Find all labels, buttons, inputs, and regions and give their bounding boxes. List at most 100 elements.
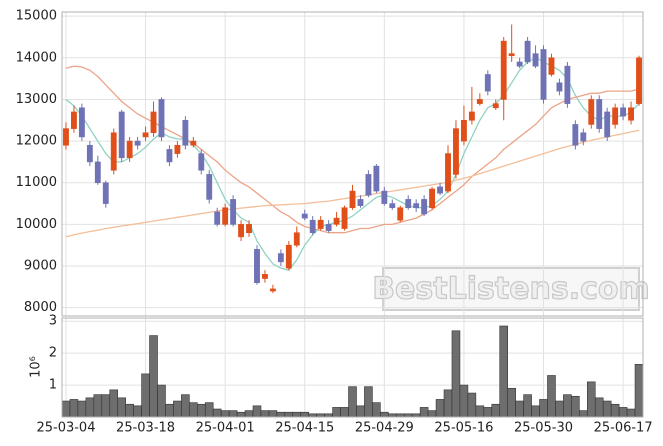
volume-bar xyxy=(157,384,166,418)
volume-bar xyxy=(101,394,111,418)
volume-bar xyxy=(300,411,310,418)
candle-body xyxy=(214,211,221,225)
volume-bar xyxy=(547,375,556,418)
candle-body xyxy=(341,207,348,229)
volume-bar xyxy=(523,394,532,418)
candle-body xyxy=(198,153,205,171)
y-tick-label: 10000 xyxy=(16,217,57,232)
volume-bar xyxy=(594,397,604,418)
volume-bar xyxy=(85,397,95,418)
volume-bar xyxy=(276,411,286,418)
volume-bar xyxy=(563,394,572,418)
volume-bar xyxy=(571,395,580,418)
volume-bar xyxy=(181,394,190,418)
candle-body xyxy=(564,65,571,104)
volume-bar xyxy=(260,410,270,418)
volume-bar xyxy=(268,410,278,418)
moving-average-line xyxy=(65,129,640,238)
volume-bar xyxy=(507,387,516,418)
candle-body xyxy=(78,107,85,138)
candle-body xyxy=(190,140,197,146)
candle-body xyxy=(142,132,149,138)
candle-body xyxy=(556,82,563,92)
volume-bar xyxy=(228,410,238,418)
candle-body xyxy=(182,119,189,146)
candle-body xyxy=(309,219,316,234)
candle-body xyxy=(572,124,579,146)
candle-body xyxy=(325,224,332,231)
candle-body xyxy=(516,61,523,67)
volume-axis-label: 10⁶ xyxy=(29,356,44,378)
candle-body xyxy=(373,165,380,192)
candle-body xyxy=(357,199,364,206)
candle-body xyxy=(238,224,245,238)
volume-bar xyxy=(149,335,158,418)
y-tick-label: 13000 xyxy=(16,92,57,107)
candle-body xyxy=(612,107,619,125)
candle-body xyxy=(421,199,428,215)
candle-body xyxy=(134,140,141,146)
candle-body xyxy=(71,111,77,129)
plot-frame xyxy=(61,11,644,317)
y-tick-label: 2 xyxy=(49,346,57,361)
candle-body xyxy=(277,253,284,263)
candle-body xyxy=(126,140,133,159)
volume-bar xyxy=(165,403,174,418)
candle-body xyxy=(588,99,595,125)
candle-body xyxy=(246,224,252,234)
candle-body xyxy=(476,99,483,104)
candle-body xyxy=(317,219,324,229)
volume-bar xyxy=(220,410,230,418)
candle-body xyxy=(524,40,531,63)
candle-body xyxy=(285,244,292,269)
x-tick-label: 25-04-29 xyxy=(355,421,414,436)
volume-bar xyxy=(539,399,548,418)
y-tick-label: 15000 xyxy=(16,9,57,24)
candle-body xyxy=(158,99,165,138)
candle-body xyxy=(500,40,507,100)
candle-body xyxy=(508,53,515,57)
candle-body xyxy=(63,128,69,146)
candle-body xyxy=(102,182,109,204)
candle-body xyxy=(413,203,420,209)
candle-body xyxy=(381,190,388,204)
candle-body xyxy=(580,132,587,142)
y-tick-label: 3 xyxy=(49,314,57,329)
candle-body xyxy=(484,74,491,92)
volume-bar xyxy=(212,408,222,418)
candle-body xyxy=(262,274,268,279)
volume-bar xyxy=(292,411,302,418)
candle-body xyxy=(468,111,475,121)
candle-body xyxy=(460,119,467,142)
candle-body xyxy=(445,153,451,192)
volume-bar xyxy=(332,407,341,418)
volume-bar xyxy=(380,411,389,418)
volume-bar xyxy=(356,405,365,418)
candle-body xyxy=(532,53,539,67)
candle-body xyxy=(636,57,642,104)
watermark-box xyxy=(382,267,640,311)
candle-body xyxy=(254,249,260,283)
candle-body xyxy=(222,207,229,225)
volume-bar xyxy=(77,400,87,418)
x-tick-label: 25-04-01 xyxy=(196,421,255,436)
volume-bar xyxy=(141,373,150,418)
plot-frame xyxy=(61,317,644,418)
moving-average-line xyxy=(65,57,640,271)
volume-bar xyxy=(93,394,103,418)
candle-body xyxy=(492,103,499,109)
volume-bar xyxy=(610,403,620,418)
volume-bar xyxy=(499,325,508,418)
volume-bar xyxy=(173,400,182,418)
candle-body xyxy=(405,199,412,209)
volume-bar xyxy=(125,403,134,418)
volume-bar xyxy=(618,407,628,418)
x-tick-label: 25-06-17 xyxy=(594,421,653,436)
candle-body xyxy=(540,49,547,100)
volume-bar xyxy=(555,400,564,418)
x-tick-label: 25-03-18 xyxy=(116,421,175,436)
volume-bar xyxy=(69,399,79,418)
candle-body xyxy=(269,288,276,292)
volume-bar xyxy=(109,389,119,418)
volume-bar xyxy=(117,397,126,418)
